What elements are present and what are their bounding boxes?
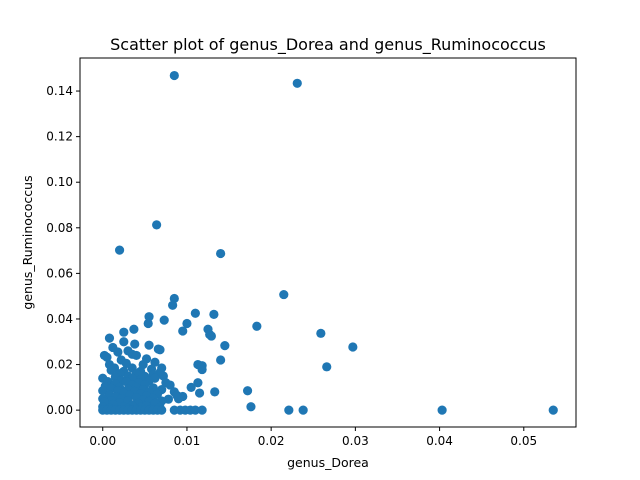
y-tick-label: 0.00 (46, 403, 73, 417)
scatter-point (130, 339, 140, 349)
scatter-point (197, 405, 207, 415)
scatter-point (298, 405, 308, 415)
scatter-point (106, 365, 116, 375)
scatter-point (150, 357, 160, 367)
scatter-point (129, 324, 139, 334)
scatter-point (168, 300, 178, 310)
scatter-point (178, 326, 188, 336)
scatter-point (165, 380, 175, 390)
scatter-point (210, 387, 220, 397)
x-tick-label: 0.00 (89, 434, 116, 448)
scatter-point (144, 340, 154, 350)
scatter-point (322, 362, 332, 372)
y-axis-ticks: 0.00 0.02 0.04 0.06 0.08 0.10 0.12 0.14 (46, 84, 80, 417)
scatter-point (144, 312, 154, 322)
y-tick-label: 0.10 (46, 175, 73, 189)
scatter-point (104, 333, 115, 343)
scatter-point (155, 345, 165, 355)
scatter-point (190, 308, 200, 318)
scatter-point (292, 78, 302, 88)
x-tick-label: 0.01 (174, 434, 201, 448)
x-tick-label: 0.02 (258, 434, 285, 448)
scatter-point (316, 328, 326, 338)
x-tick-label: 0.03 (342, 434, 369, 448)
scatter-point (194, 388, 205, 398)
scatter-point (216, 355, 226, 365)
scatter-point (157, 405, 167, 415)
scatter-point (209, 309, 219, 320)
y-tick-label: 0.14 (46, 84, 73, 98)
plot-frame (79, 57, 577, 428)
scatter-point (98, 386, 108, 396)
y-axis-label: genus_Ruminococcus (20, 175, 35, 309)
scatter-point (548, 405, 558, 415)
y-tick-label: 0.06 (46, 266, 73, 280)
x-tick-label: 0.05 (510, 434, 537, 448)
scatter-point (102, 352, 112, 362)
scatter-point (246, 402, 256, 412)
scatter-point (131, 350, 142, 361)
scatter-point (182, 318, 192, 329)
scatter-point (242, 386, 253, 396)
y-tick-label: 0.04 (46, 312, 73, 326)
scatter-point (206, 331, 216, 341)
x-axis-ticks: 0.00 0.01 0.02 0.03 0.04 0.05 (89, 427, 537, 448)
scatter-point (119, 327, 129, 337)
scatter-point (437, 405, 447, 415)
scatter-point (220, 341, 230, 351)
scatter-point (284, 405, 294, 415)
scatter-point (173, 394, 184, 404)
scatter-point (143, 318, 153, 329)
scatter-point (190, 405, 200, 415)
scatter-point (252, 321, 262, 331)
scatter-point (159, 315, 169, 325)
chart-title: Scatter plot of genus_Dorea and genus_Ru… (110, 35, 546, 55)
scatter-point (114, 245, 125, 255)
scatter-point (152, 220, 162, 230)
y-tick-label: 0.08 (46, 221, 73, 235)
scatter-point (279, 289, 289, 300)
data-points (98, 70, 558, 415)
y-tick-label: 0.02 (46, 358, 73, 372)
scatter-point (348, 342, 358, 352)
scatter-point (193, 378, 203, 388)
x-axis-label: genus_Dorea (287, 455, 369, 470)
x-tick-label: 0.04 (426, 434, 453, 448)
scatter-point (216, 248, 226, 259)
scatter-point (119, 337, 129, 347)
scatter-point (197, 364, 207, 375)
y-tick-label: 0.12 (46, 130, 73, 144)
scatter-point (113, 347, 123, 357)
scatter-point (186, 382, 196, 392)
scatter-point (169, 70, 179, 81)
